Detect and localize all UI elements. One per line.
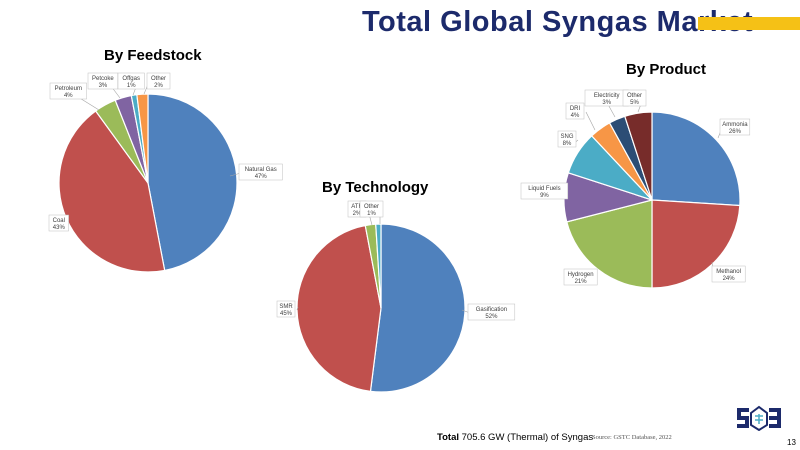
data-label-box-1-0 xyxy=(467,303,516,321)
footer-total-value: 705.6 GW (Thermal) of Syngas xyxy=(461,432,594,443)
data-label-box-2-0 xyxy=(719,118,751,136)
pie-slice-1-smr xyxy=(296,224,382,393)
data-label-pct-0-1: 43% xyxy=(53,225,66,231)
slide-title: Total Global Syngas Market xyxy=(362,6,754,38)
data-label-pct-2-1: 24% xyxy=(723,276,736,282)
pie-slice-2-other xyxy=(624,111,653,201)
data-label-name-0-1: Coal xyxy=(53,218,65,224)
data-label-name-0-3: Petcoke xyxy=(92,76,114,82)
data-label-name-0-4: Offgas xyxy=(122,76,140,82)
pie-slice-2-hydrogen xyxy=(566,199,653,289)
data-label-name-2-5: DRI xyxy=(570,106,581,112)
title-accent-bar xyxy=(698,17,800,30)
data-label-box-2-4 xyxy=(557,130,577,148)
pie-slice-0-other xyxy=(136,93,149,184)
footer-total-label: Total xyxy=(437,432,459,443)
data-label-box-2-2 xyxy=(563,268,598,286)
leader-line-2-5 xyxy=(585,111,596,131)
data-label-name-0-5: Other xyxy=(151,76,166,82)
pie-slice-1-gasification xyxy=(369,223,466,393)
pie-slice-1-other xyxy=(375,223,382,309)
data-label-pct-1-2: 2% xyxy=(353,211,362,217)
data-label-pct-0-3: 3% xyxy=(99,83,108,89)
footer-source: Source: GSTC Database, 2022 xyxy=(592,434,672,441)
data-label-box-1-3 xyxy=(359,200,384,218)
data-label-name-2-3: Liquid Fuels xyxy=(528,186,560,192)
footer-total: Total 705.6 GW (Thermal) of Syngas xyxy=(437,432,593,443)
data-label-name-2-7: Other xyxy=(627,93,642,99)
data-label-box-1-1 xyxy=(276,300,296,318)
data-label-pct-1-0: 52% xyxy=(485,314,498,320)
data-label-box-0-5 xyxy=(146,72,171,90)
data-label-pct-2-5: 4% xyxy=(571,113,580,119)
data-label-pct-2-3: 9% xyxy=(540,193,549,199)
data-label-box-0-0 xyxy=(238,163,283,181)
data-label-pct-2-6: 3% xyxy=(602,100,611,106)
feedstock-chart-title: By Feedstock xyxy=(104,47,202,64)
leader-line-1-1 xyxy=(296,306,299,311)
data-label-pct-2-0: 26% xyxy=(729,129,742,135)
data-label-name-1-3: Other xyxy=(364,204,379,210)
data-label-box-2-1 xyxy=(711,265,746,283)
data-label-box-2-7 xyxy=(622,89,647,107)
data-label-box-2-3 xyxy=(520,182,569,200)
data-label-name-2-1: Methanol xyxy=(716,269,741,275)
pie-slice-2-ammonia xyxy=(651,111,741,207)
data-label-name-1-1: SMR xyxy=(279,304,293,310)
data-label-pct-0-4: 1% xyxy=(127,83,136,89)
data-label-name-0-2: Petroleum xyxy=(55,86,82,92)
data-label-pct-2-7: 5% xyxy=(630,100,639,106)
data-label-name-2-6: Electricity xyxy=(594,93,620,99)
pie-slice-0-natural-gas xyxy=(147,93,238,272)
data-label-pct-0-2: 4% xyxy=(64,93,73,99)
data-label-name-2-2: Hydrogen xyxy=(568,272,594,278)
data-label-name-1-0: Gasification xyxy=(476,307,507,313)
technology-chart-title: By Technology xyxy=(322,179,429,196)
page-number: 13 xyxy=(787,438,796,447)
gstc-logo-icon xyxy=(737,405,781,431)
product-chart-title: By Product xyxy=(626,61,707,78)
data-label-box-0-1 xyxy=(48,214,69,232)
data-label-pct-0-0: 47% xyxy=(255,174,268,180)
data-label-name-2-4: SNG xyxy=(560,134,573,140)
data-label-box-0-4 xyxy=(117,72,145,90)
data-label-box-0-2 xyxy=(49,82,87,100)
data-label-pct-1-3: 1% xyxy=(367,211,376,217)
data-label-name-2-0: Ammonia xyxy=(722,122,748,128)
data-label-pct-0-5: 2% xyxy=(154,83,163,89)
data-label-pct-2-2: 21% xyxy=(575,279,588,285)
data-label-pct-1-1: 45% xyxy=(280,311,293,317)
data-label-box-2-5 xyxy=(565,102,585,120)
data-label-name-1-2: ATR xyxy=(351,204,363,210)
data-label-name-0-0: Natural Gas xyxy=(245,167,277,173)
data-label-pct-2-4: 8% xyxy=(563,141,572,147)
